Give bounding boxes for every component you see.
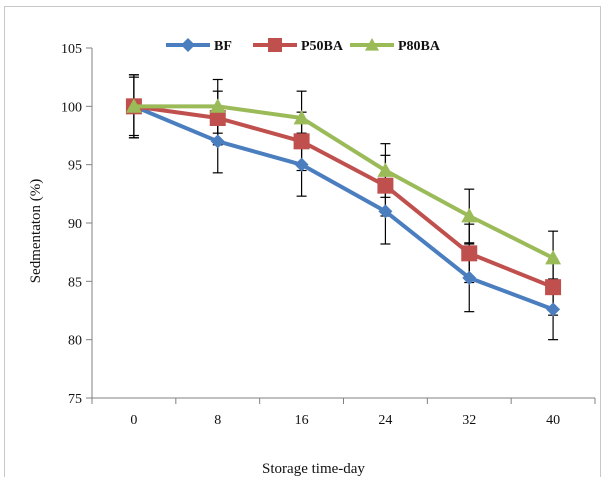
data-point-p80ba bbox=[461, 208, 478, 223]
legend-label-p80ba: P80BA bbox=[398, 39, 441, 54]
data-point-p80ba bbox=[293, 110, 310, 125]
data-point-p80ba bbox=[125, 98, 142, 113]
series-line-p80ba bbox=[133, 104, 554, 260]
data-point-bf bbox=[210, 134, 225, 149]
y-axis-title: Sedmentaton (%) bbox=[28, 179, 44, 284]
x-axis-title: Storage time-day bbox=[262, 461, 365, 477]
legend-label-bf: BF bbox=[214, 39, 232, 54]
data-point-bf bbox=[462, 270, 477, 285]
legend-label-p50ba: P50BA bbox=[301, 39, 344, 54]
y-tick-label: 100 bbox=[61, 100, 82, 115]
y-tick-label: 105 bbox=[61, 42, 82, 57]
x-tick-label: 40 bbox=[546, 413, 560, 428]
y-tick-label: 75 bbox=[68, 392, 82, 407]
x-tick-label: 16 bbox=[295, 413, 309, 428]
data-point-bf bbox=[294, 157, 309, 172]
data-point-p50ba bbox=[209, 110, 226, 126]
x-tick-label: 8 bbox=[214, 413, 221, 428]
legend-marker-bf bbox=[181, 38, 195, 52]
y-tick-label: 80 bbox=[68, 334, 82, 349]
y-tick-label: 95 bbox=[68, 159, 82, 174]
data-point-p50ba bbox=[545, 279, 562, 296]
x-tick-label: 24 bbox=[378, 413, 392, 428]
data-point-p80ba bbox=[377, 162, 394, 177]
series-line-bf bbox=[133, 104, 554, 312]
data-point-p80ba bbox=[545, 250, 562, 265]
data-point-p50ba bbox=[377, 177, 394, 194]
y-tick-label: 85 bbox=[68, 275, 82, 290]
data-point-p50ba bbox=[461, 245, 478, 262]
data-point-p50ba bbox=[293, 133, 310, 150]
legend-marker-p80ba bbox=[365, 38, 379, 51]
data-point-bf bbox=[546, 302, 561, 317]
x-tick-label: 32 bbox=[462, 413, 476, 428]
data-point-bf bbox=[378, 204, 393, 219]
data-point-p80ba bbox=[209, 98, 226, 113]
y-tick-label: 90 bbox=[68, 217, 82, 232]
x-tick-label: 0 bbox=[130, 413, 137, 428]
series-line-p50ba bbox=[133, 104, 554, 290]
legend-marker-p50ba bbox=[268, 38, 282, 52]
